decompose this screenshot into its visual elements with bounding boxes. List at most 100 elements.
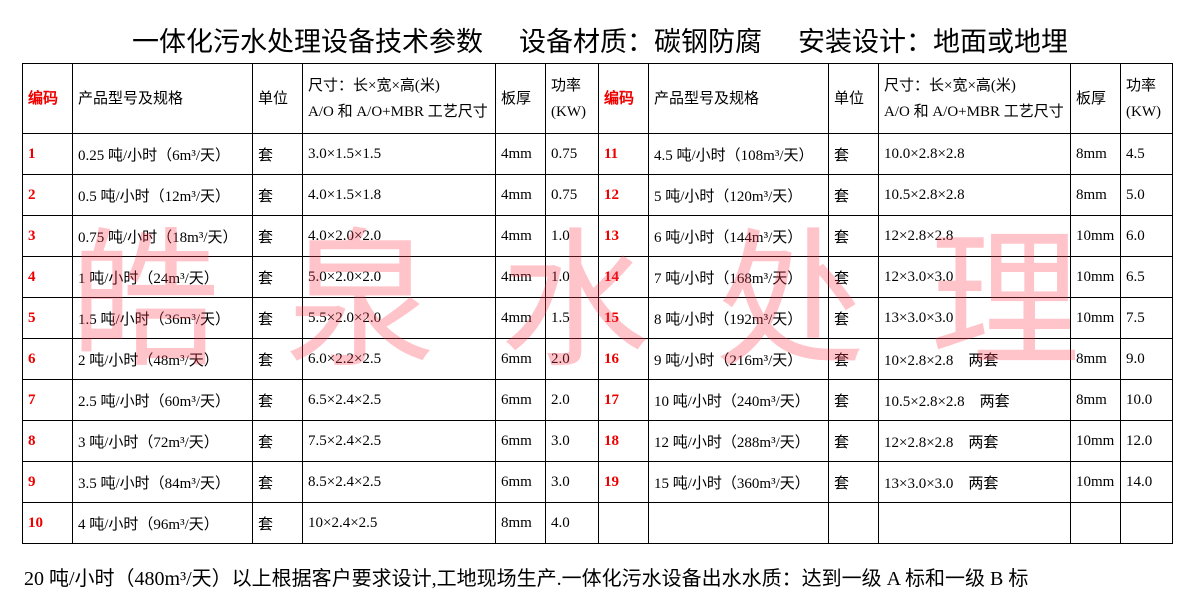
cell: 套 [252,133,303,175]
data-row: 7 2.5 吨/小时（60m³/天）套 6.5×2.4×2.5 6mm 2.0 17 10 … [22,379,1173,421]
cell: 6mm [495,379,546,421]
cell: 套 [252,379,303,421]
header-cell: 编码 [22,63,73,134]
cell: 套 [252,215,303,257]
cell: 3.0 [545,420,599,462]
cell: 1.5 [545,297,599,339]
cell: 4 吨/小时（96m³/天） [72,502,253,544]
cell: 4mm [495,256,546,298]
cell: 10mm [1070,256,1121,298]
cell: 2.5 吨/小时（60m³/天） [72,379,253,421]
cell: 13×3.0×3.0 两套 [878,461,1071,503]
cell: 12×2.8×2.8 [878,215,1071,257]
cell: 5.5×2.0×2.0 [302,297,496,339]
title-part: 设备材质：碳钢防腐 [519,27,762,57]
cell: 10mm [1070,215,1121,257]
cell [878,502,1071,544]
title-part: 安装设计：地面或地埋 [798,27,1068,57]
header-line: 编码 [28,90,59,107]
cell [598,502,649,544]
cell: 套 [828,379,879,421]
cell: 8mm [1070,174,1121,216]
data-row: 9 3.5 吨/小时（84m³/天）套 8.5×2.4×2.5 6mm 3.0 19 15 … [22,461,1173,503]
header-line: (KW) [1126,103,1161,120]
cell: 10mm [1070,461,1121,503]
cell: 8mm [1070,133,1121,175]
data-row: 5 1.5 吨/小时（36m³/天）套 5.5×2.0×2.0 4mm 1.5 15 8 吨… [22,297,1173,339]
cell: 3.0 [545,461,599,503]
cell: 12×2.8×2.8 两套 [878,420,1071,462]
cell: 4.0 [545,502,599,544]
data-row: 10 4 吨/小时（96m³/天）套 10×2.4×2.5 8mm 4.0 [22,502,1173,544]
cell: 0.75 吨/小时（18m³/天） [72,215,253,257]
cell: 4.5 [1120,133,1173,175]
header-cell: 板厚 [495,63,546,134]
cell: 10.0×2.8×2.8 [878,133,1071,175]
cell: 12.0 [1120,420,1173,462]
cell [828,502,879,544]
cell: 1 [22,133,73,175]
header-cell: 尺寸：长×宽×高(米) A/O 和 A/O+MBR 工艺尺寸 [302,63,496,134]
header-line: 板厚 [1076,90,1107,107]
cell: 10.0 [1120,379,1173,421]
cell: 6.5 [1120,256,1173,298]
cell: 5.0 [1120,174,1173,216]
header-line: 产品型号及规格 [654,90,760,107]
cell: 7 吨/小时（168m³/天） [648,256,829,298]
header-line: A/O 和 A/O+MBR 工艺尺寸 [884,103,1064,120]
cell: 12 吨/小时（288m³/天） [648,420,829,462]
cell: 6.0 [1120,215,1173,257]
header-cell: 单位 [252,63,303,134]
header-line: 单位 [834,90,865,107]
cell: 19 [598,461,649,503]
cell: 套 [252,256,303,298]
cell: 4mm [495,174,546,216]
cell: 10 吨/小时（240m³/天） [648,379,829,421]
cell: 2 [22,174,73,216]
cell [648,502,829,544]
cell: 套 [252,420,303,462]
data-row: 1 0.25 吨/小时（6m³/天）套 3.0×1.5×1.5 4mm 0.75 11 4.… [22,133,1173,175]
cell: 0.75 [545,133,599,175]
cell: 0.75 [545,174,599,216]
cell: 8 [22,420,73,462]
cell: 14 [598,256,649,298]
title-part: 一体化污水处理设备技术参数 [132,27,483,57]
cell: 8 吨/小时（192m³/天） [648,297,829,339]
cell: 14.0 [1120,461,1173,503]
cell: 12×3.0×3.0 [878,256,1071,298]
data-row: 3 0.75 吨/小时（18m³/天）套 4.0×2.0×2.0 4mm 1.0 13 6 … [22,215,1173,257]
header-line: A/O 和 A/O+MBR 工艺尺寸 [308,103,488,120]
cell: 11 [598,133,649,175]
cell: 3.0×1.5×1.5 [302,133,496,175]
cell: 8.5×2.4×2.5 [302,461,496,503]
cell: 6mm [495,338,546,380]
cell: 3 [22,215,73,257]
title: 一体化污水处理设备技术参数 设备材质：碳钢防腐 安装设计：地面或地埋 [0,20,1200,59]
header-row: 编码 产品型号及规格 单位 尺寸：长×宽×高(米) A/O 和 A/O+MBR 工艺尺寸… [22,63,1173,134]
data-row: 2 0.5 吨/小时（12m³/天）套 4.0×1.5×1.8 4mm 0.75 12 5 … [22,174,1173,216]
cell: 6.0×2.2×2.5 [302,338,496,380]
cell: 17 [598,379,649,421]
cell: 4mm [495,133,546,175]
cell: 套 [252,502,303,544]
header-line: 尺寸：长×宽×高(米) [308,77,440,94]
header-cell: 产品型号及规格 [72,63,253,134]
cell: 3 吨/小时（72m³/天） [72,420,253,462]
cell: 4.5 吨/小时（108m³/天） [648,133,829,175]
cell: 9 [22,461,73,503]
cell: 10.5×2.8×2.8 [878,174,1071,216]
cell: 10 [22,502,73,544]
cell [1120,502,1173,544]
cell: 2.0 [545,338,599,380]
spec-table: 编码 产品型号及规格 单位 尺寸：长×宽×高(米) A/O 和 A/O+MBR 工艺尺寸… [22,63,1173,544]
cell: 4mm [495,215,546,257]
cell: 4.0×1.5×1.8 [302,174,496,216]
cell: 18 [598,420,649,462]
cell: 套 [828,133,879,175]
cell: 12 [598,174,649,216]
cell: 4mm [495,297,546,339]
footer-note: 20 吨/小时（480m³/天）以上根据客户要求设计,工地现场生产.一体化污水设… [24,568,1029,590]
